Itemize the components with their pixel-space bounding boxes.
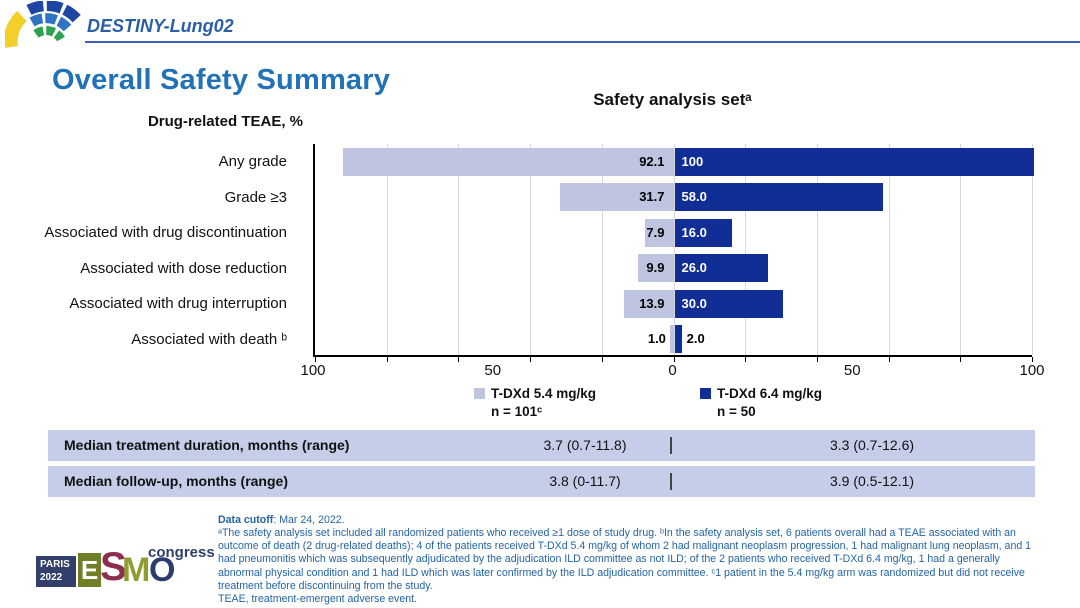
table-row-label: Median treatment duration, months (range… [64, 437, 350, 453]
x-axis-tick [1032, 357, 1033, 362]
table-cell-divider [670, 437, 672, 454]
legend-text: T-DXd 6.4 mg/kg n = 50 [717, 385, 822, 421]
gridline [673, 144, 675, 355]
gridline [1032, 144, 1033, 355]
table-row-label: Median follow-up, months (range) [64, 473, 288, 489]
gridline [960, 144, 962, 355]
x-axis-tick [315, 357, 316, 362]
bar-value-label: 26.0 [681, 260, 707, 276]
bar-left-3 [638, 254, 674, 283]
chart-plot-area: 92.1 100 31.7 58.0 7.9 16.0 9.9 26.0 13.9 30.0 1.0… [313, 144, 1034, 362]
bar-left-1 [559, 183, 674, 212]
category-label: Any grade [218, 153, 287, 171]
esmo-letter-s: S [100, 545, 127, 589]
destiny-fan-logo [5, 1, 82, 48]
category-label: Grade ≥3 [224, 188, 287, 206]
bar-right-3 [675, 254, 769, 283]
legend-text: T-DXd 5.4 mg/kg n = 101ᶜ [491, 385, 596, 421]
table-cell-5-4: 3.7 (0.7-11.8) [543, 437, 627, 453]
bar-left-0 [343, 147, 674, 176]
x-tick-label: 100 [300, 362, 326, 379]
x-tick-label: 50 [484, 362, 502, 379]
trial-name: DESTINY-Lung02 [87, 16, 234, 36]
x-axis-tick [673, 357, 675, 362]
bar-value-label: 9.9 [646, 260, 665, 276]
footnote-abbreviation: TEAE, treatment-emergent adverse event. [218, 592, 418, 605]
esmo-paris-box: PARIS 2022 [36, 556, 76, 587]
x-axis-tick [745, 357, 747, 362]
chart-title: Safety analysis setᵃ [593, 90, 752, 109]
x-axis-tick [960, 357, 962, 362]
x-axis-tick [888, 357, 890, 362]
category-label: Associated with death ᵇ [131, 330, 287, 348]
header-rule [85, 41, 1080, 43]
esmo-letter-o: O [149, 551, 176, 589]
footnote-data-cutoff-label: Data cutoff [218, 514, 274, 526]
gridline [601, 144, 603, 355]
esmo-congress-logo: PARIS 2022 E S M O congress [36, 544, 215, 594]
table-cell-divider [670, 473, 672, 490]
legend-swatch-dark [700, 388, 711, 399]
legend-series-n: n = 50 [717, 404, 756, 420]
x-axis-tick [816, 357, 818, 362]
x-axis-tick [458, 357, 460, 362]
page-title: Overall Safety Summary [52, 64, 391, 96]
x-tick-label: 100 [1019, 362, 1045, 379]
x-tick-label: 50 [843, 362, 861, 379]
x-axis-tick [601, 357, 603, 362]
esmo-letter-m: M [122, 551, 151, 589]
legend-item-tdxd-6-4: T-DXd 6.4 mg/kg n = 50 [700, 385, 822, 421]
bar-value-label: 100 [681, 153, 704, 169]
table-cell-6-4: 3.3 (0.7-12.6) [829, 437, 915, 453]
bar-right-1 [675, 183, 883, 212]
bar-value-label: 1.0 [647, 331, 666, 347]
legend-series-name: T-DXd 6.4 mg/kg [717, 386, 823, 401]
footnote-data-cutoff-value: : Mar 24, 2022. [273, 514, 345, 526]
bar-right-2 [675, 218, 733, 247]
x-axis-tick [386, 357, 388, 362]
category-label: Associated with drug discontinuation [44, 224, 287, 242]
bar-right-0 [675, 147, 1034, 176]
bar-right-4 [675, 289, 783, 318]
x-tick-label: 0 [668, 362, 677, 379]
table-cell-6-4: 3.9 (0.5-12.1) [829, 473, 915, 489]
legend-swatch-light [474, 388, 485, 399]
bar-value-label: 2.0 [686, 331, 705, 347]
esmo-letter-e: E [78, 553, 101, 587]
esmo-congress-text: congress [148, 544, 215, 561]
footnote-data-cutoff: Data cutoff: Mar 24, 2022. [218, 514, 1040, 527]
bar-right-5 [675, 325, 683, 354]
table-cell-5-4: 3.8 (0-11.7) [549, 473, 621, 489]
bar-value-label: 7.9 [646, 224, 665, 240]
gridline [530, 144, 532, 355]
legend-item-tdxd-5-4: T-DXd 5.4 mg/kg n = 101ᶜ [474, 385, 596, 421]
category-label: Associated with drug interruption [69, 295, 287, 313]
table-row-follow-up: Median follow-up, months (range) 3.8 (0-… [48, 466, 1035, 497]
esmo-year-text: 2022 [40, 571, 63, 583]
category-label: Associated with dose reduction [80, 259, 287, 277]
bar-left-4 [623, 289, 674, 318]
gridline [745, 144, 747, 355]
gridline [816, 144, 818, 355]
bar-value-label: 31.7 [639, 189, 665, 205]
footnote-body: ᵃThe safety analysis set included all ra… [218, 527, 1032, 592]
x-axis-tick [530, 357, 532, 362]
gridline [386, 144, 388, 355]
footnotes: Data cutoff: Mar 24, 2022. ᵃThe safety a… [218, 514, 1040, 606]
legend-series-n: n = 101ᶜ [491, 404, 543, 420]
table-row-treatment-duration: Median treatment duration, months (range… [48, 430, 1035, 461]
gridline [458, 144, 460, 355]
bar-value-label: 30.0 [681, 295, 707, 311]
bar-left-2 [645, 218, 674, 247]
bar-value-label: 16.0 [681, 224, 707, 240]
bar-value-label: 58.0 [681, 189, 707, 205]
legend-series-name: T-DXd 5.4 mg/kg [491, 386, 597, 401]
bar-left-5 [669, 325, 674, 354]
gridline [888, 144, 890, 355]
bar-value-label: 92.1 [639, 153, 665, 169]
esmo-paris-text: PARIS [40, 559, 70, 570]
bar-value-label: 13.9 [639, 295, 665, 311]
chart-axis-title: Drug-related TEAE, % [147, 113, 303, 130]
